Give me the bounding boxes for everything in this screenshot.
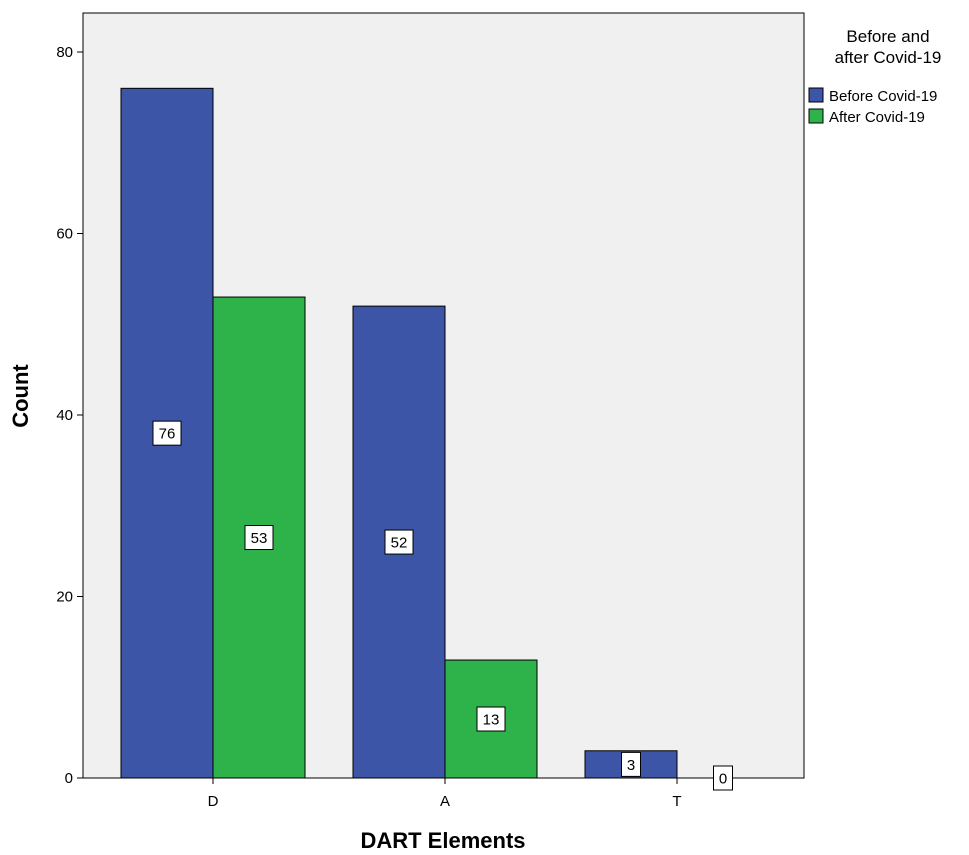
data-label-box bbox=[152, 420, 182, 446]
data-label-text: 52 bbox=[391, 535, 408, 552]
legend-title-line-2: after Covid-19 bbox=[835, 48, 942, 67]
data-label-a-after: 13 bbox=[476, 706, 506, 732]
data-label-box bbox=[384, 529, 414, 555]
x-tick-label-d: D bbox=[208, 793, 219, 810]
data-label-text: 13 bbox=[483, 712, 500, 729]
y-tick-label: 40 bbox=[56, 407, 73, 424]
legend-title-line-1: Before and bbox=[846, 27, 929, 46]
y-tick-label: 80 bbox=[56, 44, 73, 61]
x-tick-label-t: T bbox=[672, 793, 681, 810]
legend-label-after: After Covid-19 bbox=[829, 109, 925, 126]
x-axis-title: DART Elements bbox=[360, 828, 525, 853]
legend: Before and after Covid-19 Before Covid-1… bbox=[808, 27, 942, 126]
y-tick-label: 60 bbox=[56, 226, 73, 243]
data-labels-group: 76 53 52 13 3 0 bbox=[152, 420, 733, 791]
legend-swatch-before bbox=[808, 87, 824, 103]
data-label-text: 3 bbox=[627, 757, 635, 774]
data-label-t-before: 3 bbox=[621, 751, 641, 777]
y-tick-label: 20 bbox=[56, 589, 73, 606]
legend-swatch-after bbox=[808, 108, 824, 124]
data-label-t-after: 0 bbox=[713, 765, 733, 791]
data-label-box bbox=[713, 765, 733, 791]
y-axis: 0 20 40 60 80 bbox=[56, 44, 83, 787]
data-label-text: 0 bbox=[719, 771, 727, 788]
x-tick-label-a: A bbox=[440, 793, 450, 810]
data-label-d-after: 53 bbox=[244, 525, 274, 551]
data-label-text: 53 bbox=[251, 530, 268, 547]
legend-label-before: Before Covid-19 bbox=[829, 88, 937, 105]
data-label-box bbox=[244, 525, 274, 551]
y-axis-title: Count bbox=[8, 364, 33, 428]
data-label-text: 76 bbox=[159, 426, 176, 443]
y-tick-label: 0 bbox=[65, 770, 73, 787]
data-label-box bbox=[476, 706, 506, 732]
data-label-a-before: 52 bbox=[384, 529, 414, 555]
data-label-d-before: 76 bbox=[152, 420, 182, 446]
data-label-box bbox=[621, 751, 641, 777]
